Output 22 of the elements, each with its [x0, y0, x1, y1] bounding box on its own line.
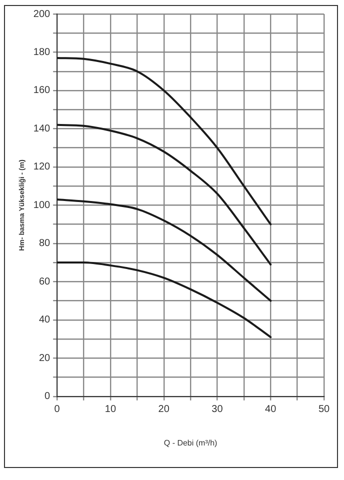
y-tick-label: 180 — [33, 46, 51, 58]
y-tick-label: 160 — [33, 85, 51, 96]
y-tick-label: 0 — [44, 391, 51, 402]
x-tick-label: 10 — [104, 404, 116, 416]
line-series — [57, 198, 272, 302]
x-tick-label: 0 — [54, 404, 60, 416]
x-axis-title: Q - Debi (m³/h) — [164, 438, 218, 448]
y-tick-label: 120 — [33, 162, 51, 173]
line-series — [57, 262, 272, 338]
line-series — [57, 124, 272, 266]
y-tick-label: 60 — [38, 276, 51, 288]
y-tick-label: 140 — [33, 123, 51, 134]
y-tick-label: 40 — [38, 314, 51, 326]
y-tick-label: 20 — [38, 352, 51, 364]
x-tick-label: 30 — [212, 404, 224, 416]
x-tick-label: 40 — [265, 404, 277, 416]
y-tick-label: 200 — [33, 8, 51, 20]
y-tick-label: 80 — [38, 238, 51, 250]
y-tick-label: 100 — [33, 200, 51, 211]
line-series — [57, 56, 272, 226]
x-tick-label: 20 — [158, 404, 170, 416]
x-tick-label: 50 — [318, 404, 330, 416]
